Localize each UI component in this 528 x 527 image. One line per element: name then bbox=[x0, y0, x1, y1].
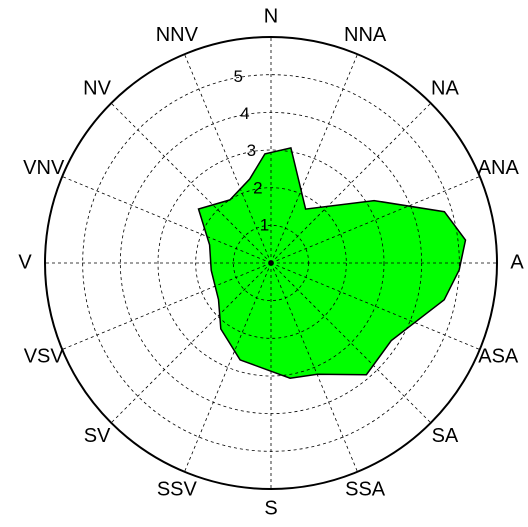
angle-label: A bbox=[510, 251, 524, 273]
grid-spoke bbox=[184, 262, 272, 472]
angle-label: VSV bbox=[24, 345, 65, 367]
outer-ring bbox=[44, 36, 498, 490]
angle-label: SV bbox=[84, 425, 111, 447]
grid-spoke bbox=[270, 262, 432, 424]
r-tick-label: 5 bbox=[234, 67, 243, 86]
angle-label: SSV bbox=[157, 479, 198, 501]
angle-label: SA bbox=[432, 425, 459, 447]
r-tick-label: 3 bbox=[247, 141, 256, 160]
grid-spoke bbox=[110, 102, 272, 264]
angle-label: N bbox=[264, 5, 278, 27]
grid-spoke bbox=[62, 176, 272, 264]
r-tick-label: 4 bbox=[240, 104, 249, 123]
angle-label: NNV bbox=[156, 24, 199, 46]
grid-spoke bbox=[270, 102, 432, 264]
angle-label: NV bbox=[83, 77, 111, 99]
angle-label: ANA bbox=[478, 157, 520, 179]
grid-circle bbox=[157, 149, 385, 377]
angle-label: S bbox=[264, 497, 277, 519]
grid-spoke bbox=[270, 262, 480, 350]
grid-spoke bbox=[184, 54, 272, 264]
angle-label: SSA bbox=[345, 479, 386, 501]
r-tick-label: 1 bbox=[260, 215, 269, 234]
angle-label: ASA bbox=[478, 345, 519, 367]
grid-spoke bbox=[270, 176, 480, 264]
grid-circle bbox=[195, 187, 347, 339]
grid-spoke bbox=[270, 262, 358, 472]
angle-label: V bbox=[18, 251, 32, 273]
angle-label: NNA bbox=[344, 24, 387, 46]
grid-spoke bbox=[110, 262, 272, 424]
grid-spoke bbox=[62, 262, 272, 350]
grid-spoke bbox=[270, 54, 358, 264]
angle-label: NA bbox=[431, 77, 459, 99]
angle-label: VNV bbox=[23, 157, 65, 179]
center-dot bbox=[268, 260, 274, 266]
r-tick-label: 2 bbox=[253, 178, 262, 197]
